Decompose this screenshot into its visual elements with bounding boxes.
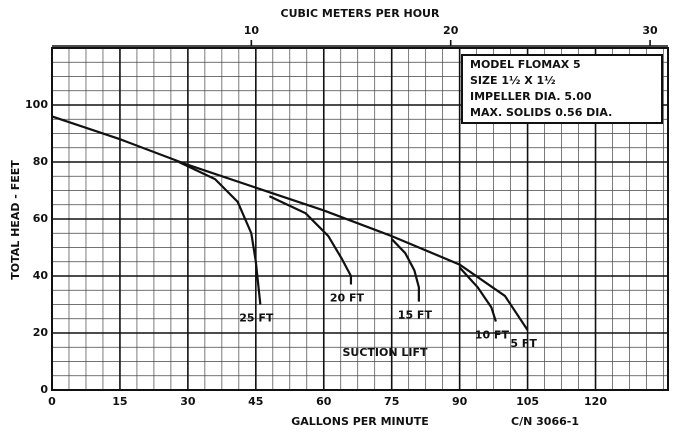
plot-frame xyxy=(51,47,669,391)
x-tick-label: 15 xyxy=(112,395,127,408)
x-tick-label: 75 xyxy=(384,395,399,408)
curve-label: 25 FT xyxy=(239,312,274,325)
x-tick-label: 90 xyxy=(452,395,468,408)
curve-label: 10 FT xyxy=(475,329,510,342)
curve-label: 5 FT xyxy=(510,337,537,350)
y-tick-label: 60 xyxy=(33,212,49,225)
x2-tick-label: 30 xyxy=(642,24,658,37)
info-line: MODEL FLOMAX 5 xyxy=(470,58,581,71)
y-tick-label: 100 xyxy=(25,98,48,111)
info-box xyxy=(461,54,663,124)
x-axis-title: GALLONS PER MINUTE xyxy=(291,415,429,428)
x-tick-label: 120 xyxy=(584,395,607,408)
info-line: MAX. SOLIDS 0.56 DIA. xyxy=(470,106,612,119)
curve xyxy=(458,266,497,322)
annotation: SUCTION LIFT xyxy=(342,346,428,359)
x2-tick-label: 20 xyxy=(443,24,459,37)
info-line: SIZE 1½ X 1½ xyxy=(470,74,556,87)
curve-label: 20 FT xyxy=(330,292,365,305)
y-tick-label: 20 xyxy=(33,326,49,339)
code: C/N 3066-1 xyxy=(511,415,579,428)
x-tick-label: 105 xyxy=(516,395,539,408)
y-axis-title: TOTAL HEAD - FEET xyxy=(9,160,22,280)
y-tick-label: 40 xyxy=(33,269,49,282)
curve xyxy=(390,238,420,302)
info-line: IMPELLER DIA. 5.00 xyxy=(470,90,592,103)
x2-axis-title: CUBIC METERS PER HOUR xyxy=(281,7,440,20)
x-tick-label: 60 xyxy=(316,395,332,408)
y-tick-label: 0 xyxy=(40,383,48,396)
curve xyxy=(268,195,353,285)
x2-tick-label: 10 xyxy=(244,24,260,37)
curve xyxy=(178,161,262,305)
curve-label: 15 FT xyxy=(398,309,433,322)
x-tick-label: 0 xyxy=(48,395,56,408)
curve xyxy=(51,115,529,331)
x-tick-label: 45 xyxy=(248,395,263,408)
x-tick-label: 30 xyxy=(180,395,196,408)
y-tick-label: 80 xyxy=(33,155,49,168)
